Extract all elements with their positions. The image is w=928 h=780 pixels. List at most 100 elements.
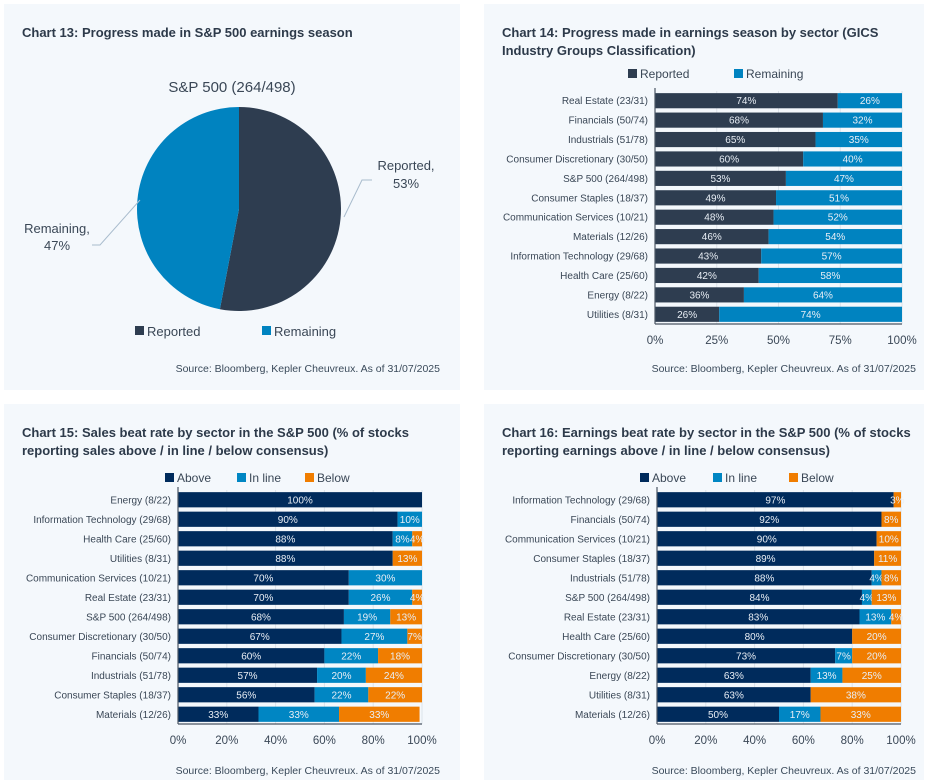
bar-segment-in-line <box>324 648 379 664</box>
category-label: Consumer Staples (18/37) <box>54 690 171 701</box>
data-label: 3% <box>890 495 905 506</box>
data-label: 43% <box>698 252 718 263</box>
category-label: Financials (50/74) <box>92 651 171 662</box>
data-label: 25% <box>862 671 882 682</box>
bar-segment-above <box>657 511 882 527</box>
data-label: 20% <box>867 632 887 643</box>
data-label: 26% <box>677 310 697 321</box>
bar-segment-remaining <box>768 229 902 245</box>
category-label: Utilities (8/31) <box>589 690 650 701</box>
bar-segment-reported <box>655 93 838 109</box>
data-label: 64% <box>813 290 833 301</box>
bar-segment-in-line <box>779 706 821 722</box>
bar-segment-below <box>881 511 901 527</box>
data-label: 68% <box>729 116 749 127</box>
bar-segment-remaining <box>773 209 902 225</box>
data-label: 51% <box>829 193 849 204</box>
data-label: 100% <box>287 495 313 506</box>
category-label: Information Technology (29/68) <box>510 252 648 263</box>
category-label: Information Technology (29/68) <box>512 495 650 506</box>
x-tick-label: 60% <box>313 735 336 747</box>
chart13-source: Source: Bloomberg, Kepler Cheuvreux. As … <box>175 363 440 375</box>
legend-label-above: Above <box>177 471 211 485</box>
bar-segment-below <box>871 589 901 605</box>
data-label: 4% <box>889 612 904 623</box>
data-label: 46% <box>702 232 722 243</box>
bar-segment-below <box>407 628 422 644</box>
data-label: 56% <box>236 690 256 701</box>
bar-segment-in-line <box>871 570 882 586</box>
legend-label-remaining: Remaining <box>274 324 336 339</box>
data-label: 33% <box>851 710 871 721</box>
bar-segment-above <box>178 570 349 586</box>
legend-swatch-below <box>789 473 798 482</box>
category-label: Real Estate (23/31) <box>562 96 648 107</box>
category-label: Materials (12/26) <box>96 710 171 721</box>
bar-segment-above <box>657 706 779 722</box>
bar-segment-above <box>178 531 393 547</box>
legend-label-in-line: In line <box>725 471 757 485</box>
chart16-bars: Above In line Below Information Technology … <box>505 471 916 747</box>
x-tick-label: 0% <box>170 735 187 747</box>
bar-segment-above <box>178 667 318 683</box>
data-label: 60% <box>241 651 261 662</box>
bar-segment-below <box>842 667 901 683</box>
data-label: 65% <box>725 135 745 146</box>
data-label: 90% <box>278 515 298 526</box>
bar-segment-above <box>657 648 836 664</box>
legend-swatch-remaining <box>262 326 271 335</box>
bar-segment-below <box>876 531 901 547</box>
bar-segment-above <box>657 628 853 644</box>
data-label: 92% <box>759 515 779 526</box>
data-label: 33% <box>208 710 228 721</box>
category-label: Information Technology (29/68) <box>33 515 171 526</box>
legend-swatch-above <box>640 473 649 482</box>
bar-segment-remaining <box>761 248 902 264</box>
bar-segment-below <box>874 550 901 566</box>
bar-segment-remaining <box>743 287 902 303</box>
x-tick-label: 100% <box>886 735 915 747</box>
chart15-title: Chart 15: Sales beat rate by sector in t… <box>22 425 410 458</box>
x-tick-label: 20% <box>694 735 717 747</box>
data-label: 74% <box>736 96 756 107</box>
bar-segment-in-line <box>859 609 892 625</box>
bar-segment-reported <box>655 190 777 206</box>
data-label: 4% <box>410 534 425 545</box>
data-label: 50% <box>708 710 728 721</box>
data-label: 97% <box>765 495 785 506</box>
data-label: 8% <box>884 515 899 526</box>
bar-segment-in-line <box>341 628 408 644</box>
data-label: 47% <box>834 174 854 185</box>
bar-segment-in-line <box>343 609 391 625</box>
data-label: 13% <box>876 593 896 604</box>
bar-segment-in-line <box>314 687 369 703</box>
category-label: S&P 500 (264/498) <box>563 174 648 185</box>
category-label: Consumer Staples (18/37) <box>531 193 648 204</box>
data-label: 63% <box>724 671 744 682</box>
legend-label-below: Below <box>801 471 834 485</box>
data-label: 22% <box>385 690 405 701</box>
category-label: Energy (8/22) <box>589 671 650 682</box>
bar-segment-below <box>891 609 901 625</box>
legend-swatch-in-line <box>713 473 722 482</box>
category-label: Materials (12/26) <box>573 232 648 243</box>
bar-segment-in-line <box>348 570 422 586</box>
bar-segment-below <box>820 706 901 722</box>
bar-segment-above <box>178 687 315 703</box>
bar-segment-below <box>390 609 422 625</box>
bar-segment-in-line <box>861 589 872 605</box>
chart13-panel: Chart 13: Progress made in S&P 500 earni… <box>4 4 460 390</box>
data-label: 4% <box>860 593 875 604</box>
data-label: 8% <box>884 573 899 584</box>
data-label: 10% <box>400 515 420 526</box>
data-label: 13% <box>396 612 416 623</box>
data-label: 42% <box>697 271 717 282</box>
legend-swatch-above <box>165 473 174 482</box>
chart15-panel: Chart 15: Sales beat rate by sector in t… <box>4 404 460 780</box>
chart14-source: Source: Bloomberg, Kepler Cheuvreux. As … <box>651 363 916 375</box>
data-label: 4% <box>410 593 425 604</box>
category-label: Industrials (51/78) <box>91 671 171 682</box>
data-label: 4% <box>869 573 884 584</box>
data-label: 88% <box>275 554 295 565</box>
category-label: Communication Services (10/21) <box>505 534 650 545</box>
